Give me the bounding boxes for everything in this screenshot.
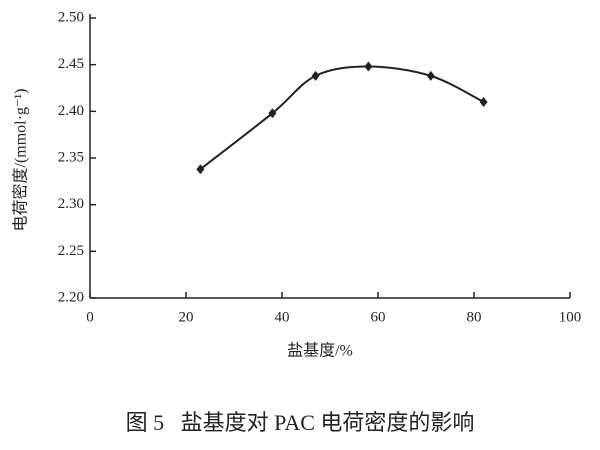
y-axis-label: 电荷密度/(mmol·g⁻¹)	[12, 88, 30, 231]
marker	[479, 97, 488, 107]
y-tick-label: 2.40	[58, 103, 84, 119]
y-tick-label: 2.35	[58, 149, 84, 165]
x-tick-label: 100	[559, 309, 582, 325]
y-tick-label: 2.20	[58, 289, 84, 305]
marker	[364, 61, 373, 72]
y-tick-label: 2.45	[58, 56, 84, 72]
marker	[196, 164, 205, 175]
line	[199, 65, 485, 170]
x-tick-label: 20	[179, 309, 194, 325]
x-axis-label: 盐基度/%	[287, 342, 353, 360]
marker	[311, 70, 320, 81]
marker	[268, 108, 277, 119]
x-tick-label: 0	[86, 309, 94, 325]
x-tick-label: 80	[467, 309, 482, 325]
y-tick-label: 2.25	[58, 243, 84, 259]
caption: 图 5 盐基度对 PAC 电荷密度的影响	[126, 410, 475, 435]
x-tick-label: 60	[371, 309, 386, 325]
y-tick-label: 2.30	[58, 196, 84, 212]
y-tick-label: 2.50	[58, 9, 84, 25]
marker	[426, 70, 435, 81]
x-tick-label: 40	[275, 309, 290, 325]
